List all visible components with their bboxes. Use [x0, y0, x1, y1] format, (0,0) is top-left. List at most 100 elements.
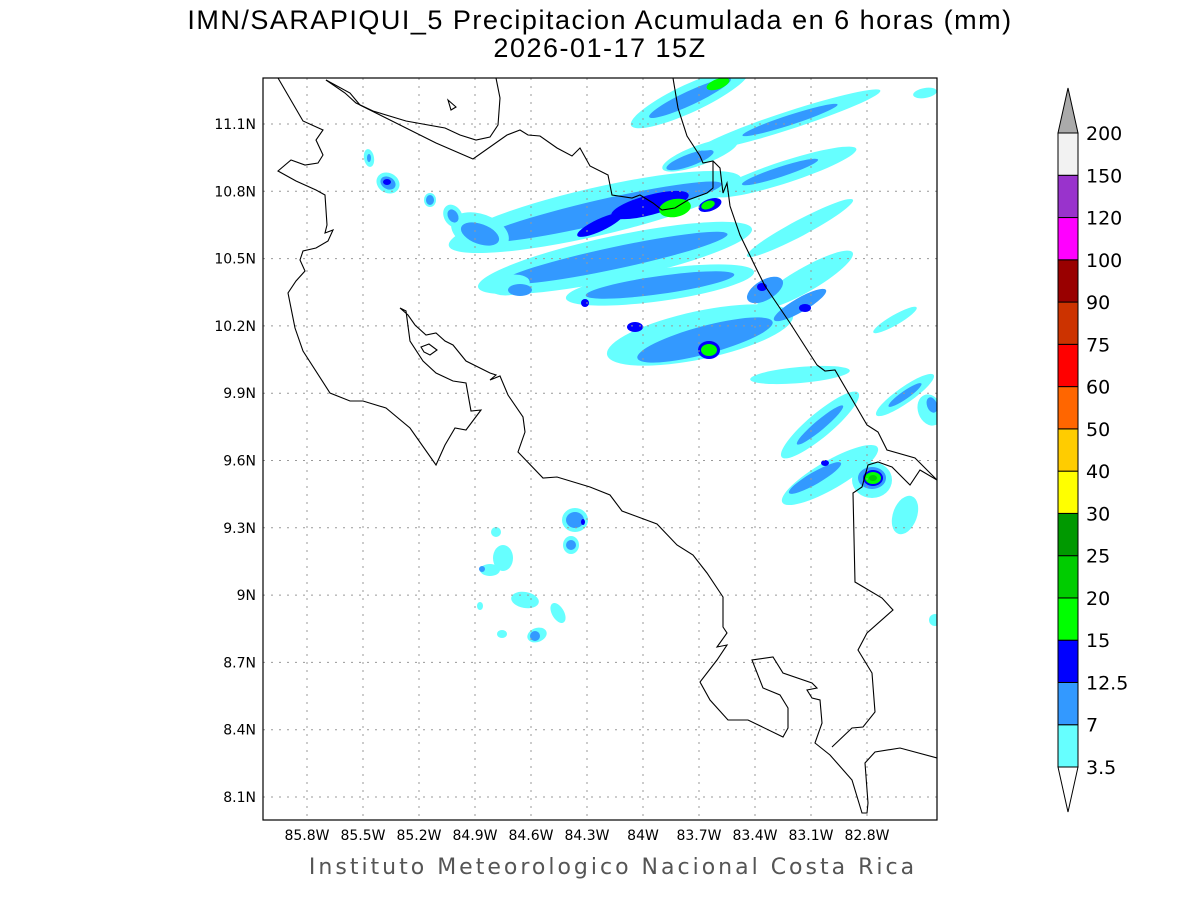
lake-island [446, 98, 457, 111]
colorbar-swatch [1057, 681, 1079, 726]
precip-contour [585, 271, 735, 299]
precip-contour [577, 213, 623, 237]
precip-contour [581, 299, 589, 307]
precipitation-field [363, 78, 937, 643]
precip-contour [773, 288, 827, 322]
map-valid-time: 2026-01-17 15Z [493, 33, 707, 63]
precip-contour [491, 527, 501, 537]
lat-tick-label: 9.6N [223, 454, 256, 470]
precip-contour [701, 344, 717, 356]
colorbar-swatch [1057, 301, 1079, 345]
colorbar-swatch [1057, 555, 1079, 599]
precip-contour [611, 190, 689, 220]
precip-contour [493, 545, 513, 571]
lon-tick-label: 83.1W [788, 828, 833, 844]
precip-contour [706, 78, 730, 91]
precip-contour [477, 602, 483, 610]
colorbar-label: 75 [1086, 334, 1110, 356]
lon-tick-label: 84.9W [452, 828, 497, 844]
precip-contour [788, 462, 842, 494]
colorbar-label: 30 [1086, 503, 1110, 525]
colorbar-label: 25 [1086, 546, 1110, 568]
colorbar-label: 90 [1086, 292, 1110, 314]
colorbar-swatch [1057, 428, 1079, 472]
precip-contour [756, 250, 854, 310]
colorbar-swatch [1057, 386, 1079, 430]
precip-contour [566, 512, 584, 528]
lon-tick-label: 85.5W [340, 828, 385, 844]
lon-tick-label: 83.7W [676, 828, 721, 844]
lat-tick-label: 10.5N [214, 252, 256, 268]
colorbar-label: 60 [1086, 377, 1110, 399]
nicoya-island [420, 343, 438, 356]
caribbean-coastline [672, 78, 937, 481]
precip-contour [511, 591, 539, 609]
colorbar-label: 3.5 [1086, 757, 1116, 779]
map-frame [262, 77, 938, 821]
colorbar-label: 40 [1086, 461, 1110, 483]
pacific-coastline [277, 78, 937, 814]
colorbar-above-arrow [1057, 87, 1079, 134]
colorbar-swatch [1057, 512, 1079, 557]
axis-labels: 85.8W 85.5W 85.2W 84.9W 84.6W 84.3W 84W 83.7W 83… [214, 117, 889, 844]
lat-tick-label: 9.9N [223, 386, 256, 402]
precip-contour [460, 222, 500, 246]
precip-contour [891, 495, 919, 535]
colorbar-swatch [1057, 724, 1079, 768]
precip-contour [479, 566, 485, 572]
precip-contour [799, 304, 811, 312]
precip-contour [383, 179, 391, 185]
colorbar-swatch [1057, 174, 1079, 219]
precip-contour [701, 200, 715, 210]
colorbar-swatch [1057, 639, 1079, 683]
lon-tick-label: 84W [627, 828, 659, 844]
lat-tick-label: 10.2N [214, 319, 256, 335]
colorbar-label: 20 [1086, 588, 1110, 610]
lat-tick-label: 8.7N [223, 655, 256, 671]
precip-contour [426, 195, 434, 205]
precip-contour [926, 397, 937, 413]
lon-tick-label: 83.4W [732, 828, 777, 844]
colorbar-swatch [1057, 343, 1079, 388]
colorbar-swatch [1057, 217, 1079, 261]
colorbar-label: 7 [1086, 715, 1098, 737]
precip-contour [796, 405, 844, 445]
precip-contour [581, 519, 585, 525]
colorbar-swatch [1057, 597, 1079, 641]
precip-contour [530, 631, 540, 641]
lat-tick-label: 10.8N [214, 184, 256, 200]
precip-contour [750, 365, 850, 385]
panama-coastline [831, 461, 937, 748]
colorbar-swatch [1057, 259, 1079, 303]
precip-contour [497, 630, 507, 638]
precip-contour [666, 149, 714, 171]
footer-credit: Instituto Meteorologico Nacional Costa R… [308, 855, 918, 880]
precip-contour [821, 460, 829, 466]
lon-tick-label: 84.6W [508, 828, 553, 844]
colorbar-below-arrow [1057, 766, 1079, 813]
precip-contour [502, 231, 728, 285]
precip-contour [550, 603, 566, 623]
graticule [263, 78, 937, 820]
precip-contour [637, 317, 773, 363]
colorbar-swatch [1057, 132, 1079, 176]
precip-contour [367, 154, 371, 162]
lon-tick-label: 82.8W [844, 828, 889, 844]
lon-tick-label: 84.3W [564, 828, 609, 844]
colorbar-label: 12.5 [1086, 672, 1128, 694]
colorbar: 3.5 7 12.5 15 20 25 30 40 50 60 75 90 100 120 150 200 [1057, 87, 1128, 813]
lat-tick-label: 8.1N [223, 790, 256, 806]
colorbar-label: 200 [1086, 123, 1122, 145]
lat-tick-label: 9.3N [223, 521, 256, 537]
colorbar-label: 150 [1086, 165, 1122, 187]
nicaragua-border [325, 79, 714, 211]
precip-contour [566, 540, 576, 550]
precip-contour [627, 322, 643, 332]
precip-contour [873, 306, 917, 334]
precip-contour [447, 209, 459, 223]
colorbar-label: 100 [1086, 250, 1122, 272]
precip-contour [742, 103, 838, 137]
coastlines [277, 78, 937, 814]
precip-contour [913, 87, 937, 99]
